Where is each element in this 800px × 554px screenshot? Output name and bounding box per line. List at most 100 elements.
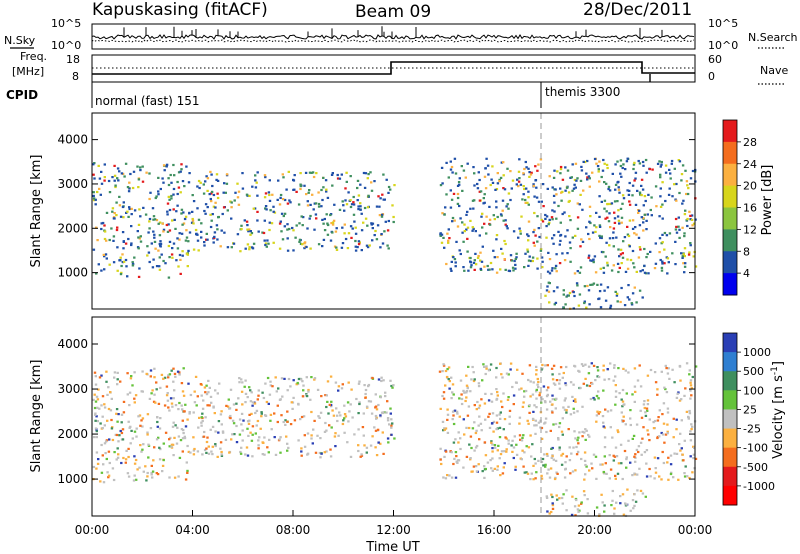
echo-cell	[660, 266, 664, 269]
echo-cell	[498, 457, 501, 460]
echo-cell	[95, 272, 98, 275]
echo-cell	[286, 410, 289, 413]
echo-cell	[162, 459, 165, 462]
echo-cell	[666, 430, 669, 433]
echo-cell	[473, 449, 476, 452]
echo-cell	[93, 436, 96, 439]
echo-cell	[338, 411, 341, 414]
echo-cell	[452, 256, 455, 259]
echo-cell	[159, 448, 162, 451]
echo-cell	[495, 200, 498, 203]
echo-cell	[245, 446, 249, 449]
echo-cell	[463, 391, 466, 394]
echo-cell	[278, 203, 282, 206]
echo-cell	[141, 448, 144, 451]
echo-cell	[483, 175, 487, 178]
echo-cell	[456, 225, 460, 228]
echo-cell	[623, 304, 627, 307]
echo-cell	[158, 446, 161, 449]
echo-cell	[207, 391, 210, 394]
echo-cell	[185, 165, 188, 168]
echo-cell	[689, 389, 692, 392]
nsky-panel-frame	[91, 23, 696, 50]
echo-cell	[597, 375, 601, 379]
echo-cell	[180, 168, 183, 171]
echo-cell	[94, 427, 98, 430]
echo-cell	[626, 296, 629, 299]
echo-cell	[678, 236, 681, 239]
echo-cell	[323, 451, 326, 454]
echo-cell	[267, 451, 270, 454]
echo-cell	[157, 190, 160, 193]
echo-cell	[298, 240, 301, 243]
echo-cell	[450, 376, 453, 379]
echo-cell	[551, 403, 554, 406]
echo-cell	[522, 185, 525, 188]
echo-cell	[239, 450, 242, 454]
echo-cell	[576, 227, 580, 230]
echo-cell	[460, 402, 464, 406]
echo-cell	[286, 249, 290, 252]
echo-cell	[546, 364, 549, 367]
echo-cell	[445, 161, 448, 164]
echo-cell	[553, 477, 557, 481]
echo-cell	[351, 416, 354, 419]
echo-cell	[167, 183, 171, 187]
echo-cell	[105, 257, 108, 260]
echo-cell	[158, 427, 162, 430]
echo-cell	[456, 412, 459, 415]
echo-cell	[297, 203, 301, 206]
echo-cell	[659, 176, 662, 179]
colorbar-cell	[723, 447, 737, 468]
echo-cell	[626, 233, 630, 236]
x-tick-label: 00:00	[75, 523, 110, 537]
echo-cell	[136, 468, 139, 471]
echo-cell	[120, 461, 123, 465]
echo-cell	[566, 169, 570, 172]
echo-cell	[626, 267, 630, 270]
echo-cell	[133, 455, 136, 458]
echo-cell	[614, 390, 618, 393]
echo-cell	[328, 403, 331, 406]
echo-cell	[329, 448, 332, 451]
echo-cell	[641, 269, 644, 272]
echo-cell	[376, 224, 380, 227]
echo-cell	[112, 261, 116, 264]
echo-cell	[624, 502, 627, 505]
echo-cell	[581, 435, 584, 438]
echo-cell	[237, 203, 241, 206]
echo-cell	[594, 230, 597, 233]
echo-cell	[115, 228, 119, 232]
echo-cell	[463, 269, 466, 272]
echo-cell	[548, 272, 552, 275]
echo-cell	[633, 367, 637, 370]
echo-cell	[137, 236, 140, 239]
freq-tick-low: 8	[72, 70, 79, 83]
colorbar-cell	[723, 141, 737, 165]
echo-cell	[211, 184, 214, 188]
echo-cell	[279, 451, 282, 454]
echo-cell	[688, 251, 691, 254]
echo-cell	[281, 198, 285, 201]
echo-cell	[473, 199, 476, 202]
echo-cell	[186, 469, 189, 472]
echo-cell	[469, 261, 473, 264]
echo-cell	[97, 164, 100, 167]
echo-cell	[182, 410, 186, 413]
echo-cell	[472, 371, 475, 374]
echo-cell	[113, 174, 117, 177]
echo-cell	[653, 267, 657, 270]
colorbar-tick-label: -100	[743, 442, 768, 455]
echo-cell	[377, 403, 380, 407]
echo-cell	[687, 415, 690, 418]
echo-cell	[439, 407, 442, 410]
echo-cell	[374, 405, 378, 408]
echo-cell	[638, 162, 642, 165]
echo-cell	[654, 467, 657, 470]
echo-cell	[332, 414, 336, 417]
echo-cell	[308, 171, 312, 174]
echo-cell	[665, 234, 669, 237]
colorbar-tick-label: 28	[743, 136, 757, 149]
echo-cell	[187, 249, 190, 252]
echo-cell	[212, 241, 215, 244]
